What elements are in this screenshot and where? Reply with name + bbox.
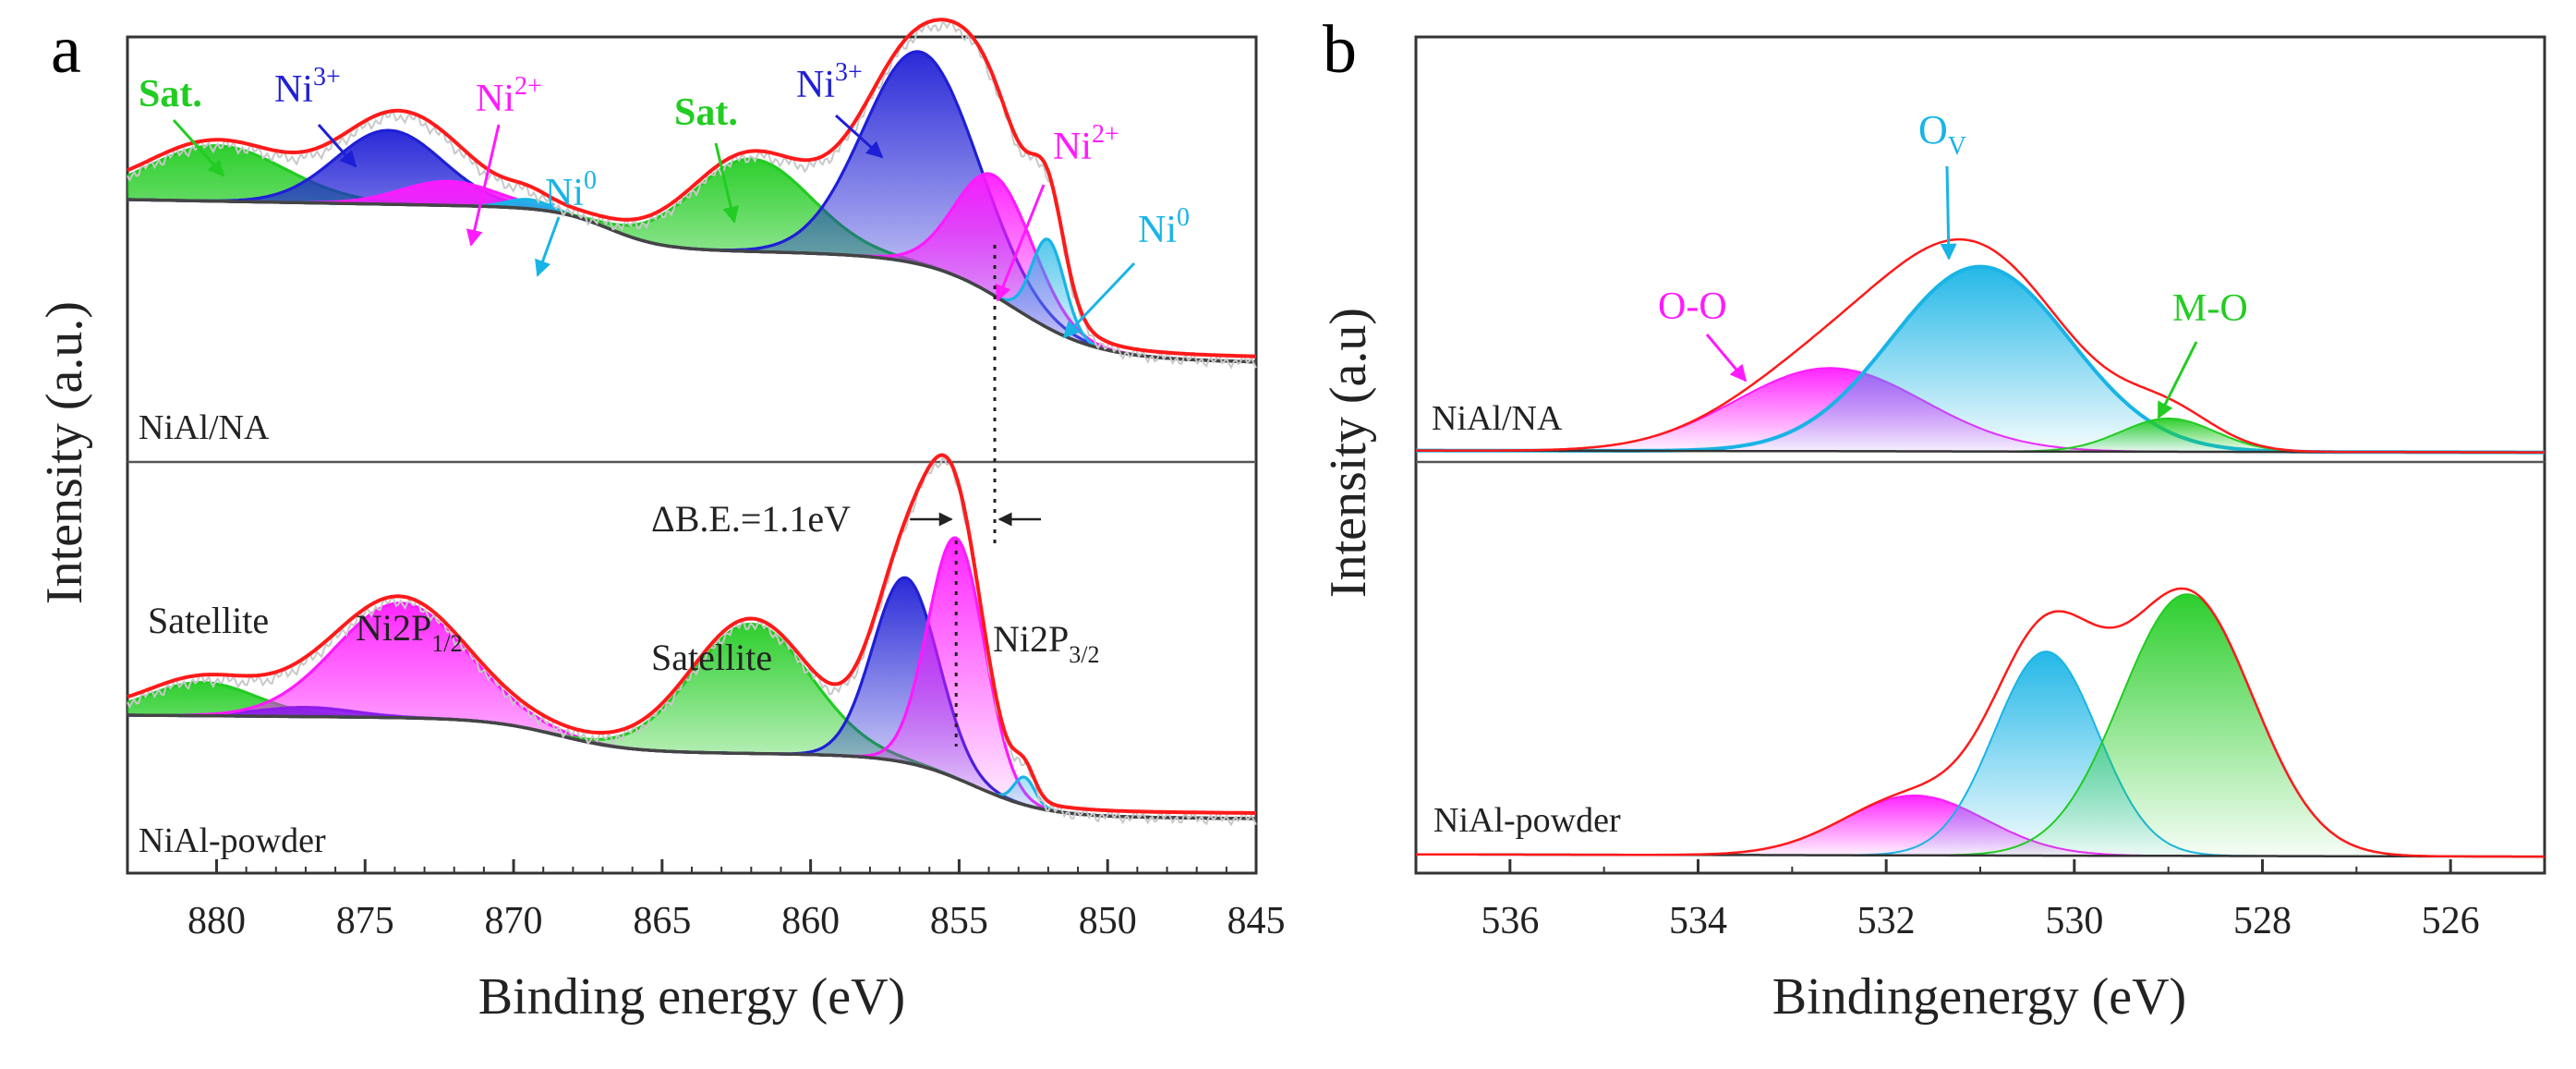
annot-a-ni2p32: Ni2P3/2 [993,618,1099,668]
panel-a: a 880 875 870 865 860 855 850 845 NiAl/NA NiAl-… [36,12,1286,1026]
component-fill [1416,266,2545,453]
arrow-a-ni2-2 [995,184,1046,302]
x-tick-label: 860 [781,900,840,942]
panel-b-ylabel: Intensity (a.u) [1320,308,1377,598]
x-tick-label: 532 [1857,900,1916,942]
x-tick-label: 875 [336,900,394,942]
raw-data-line [127,456,1257,827]
x-tick-label: 845 [1228,900,1286,942]
panel-b-frame [1414,35,2546,875]
x-tick-label: 536 [1481,900,1539,942]
annot-a-ni2-2: Ni2+ [1053,120,1119,168]
panel-b-sample-bottom: NiAl-powder [1433,801,1621,840]
arrow-a-sat-1 [172,118,225,177]
component-fill [127,200,1256,362]
annot-b-oo: O-O [1658,285,1727,328]
component-fill [127,682,1256,819]
component-fill [1416,594,2545,857]
annot-b-mo: M-O [2172,287,2248,330]
component-fill [127,159,1256,362]
x-tick-label: 526 [2422,900,2480,942]
component-fill [127,173,1256,362]
arrow-b-ov [1940,165,1957,261]
panel-a-xlabel: Binding energy (eV) [478,968,905,1026]
annot-a-satellite-1: Satellite [148,600,269,641]
annot-a-sat-2: Sat. [674,91,738,134]
arrow-b-mo [2157,341,2198,419]
component-fill [1416,368,2545,453]
envelope-line [1416,587,2545,858]
panel-b-label: b [1323,12,1357,88]
panel-b: b 536 534 532 530 528 526 NiAl/NA NiAl-powder… [1320,12,2546,1026]
annot-a-ni3-1: Ni3+ [274,63,341,111]
arrow-a-sat-2 [714,142,740,224]
panel-a-ylabel: Intensity (a.u.) [36,301,93,604]
x-tick-label: 880 [187,900,246,942]
arrow-b-oo [1705,334,1748,383]
component-fill [1416,651,2545,857]
envelope-line [127,18,1257,358]
panel-a-sample-top: NiAl/NA [139,408,270,447]
annot-a-delta-be: ΔB.E.=1.1eV [651,498,851,540]
component-fill [127,624,1256,819]
x-tick-label: 528 [2233,900,2292,942]
panel-b-xlabel: Bindingenergy (eV) [1772,968,2186,1026]
annot-a-ni0-1: Ni0 [545,166,597,214]
x-tick-label: 534 [1669,900,1727,942]
arrow-a-ni2-1 [466,124,501,247]
annot-a-ni0-2: Ni0 [1138,203,1190,251]
annot-a-sat-1: Sat. [139,73,202,115]
arrow-a-ni3-2 [834,114,884,159]
x-tick-label: 865 [633,900,691,942]
x-tick-label: 530 [2045,900,2103,942]
x-tick-label: 855 [930,900,988,942]
component-fill [127,602,1256,819]
panel-a-sample-bottom: NiAl-powder [139,821,326,860]
annot-a-satellite-2: Satellite [651,637,772,678]
envelope-line [1416,237,2545,454]
annot-b-ov: OV [1918,107,1966,161]
arrow-a-ni0-1 [535,216,561,277]
panel-a-label: a [51,12,81,88]
arrow-a-ni3-1 [317,124,357,168]
annot-a-ni2p12: Ni2P1/2 [356,607,462,657]
panel-b-sample-top: NiAl/NA [1432,399,1563,438]
x-tick-label: 870 [485,900,543,942]
component-fill [127,538,1256,819]
annot-a-ni2-1: Ni2+ [476,72,542,120]
x-tick-label: 850 [1079,900,1137,942]
envelope-line [127,453,1256,815]
arrow-a-ni0-2 [1062,261,1136,339]
annot-a-ni3-2: Ni3+ [796,58,863,106]
component-fill [127,145,1256,362]
